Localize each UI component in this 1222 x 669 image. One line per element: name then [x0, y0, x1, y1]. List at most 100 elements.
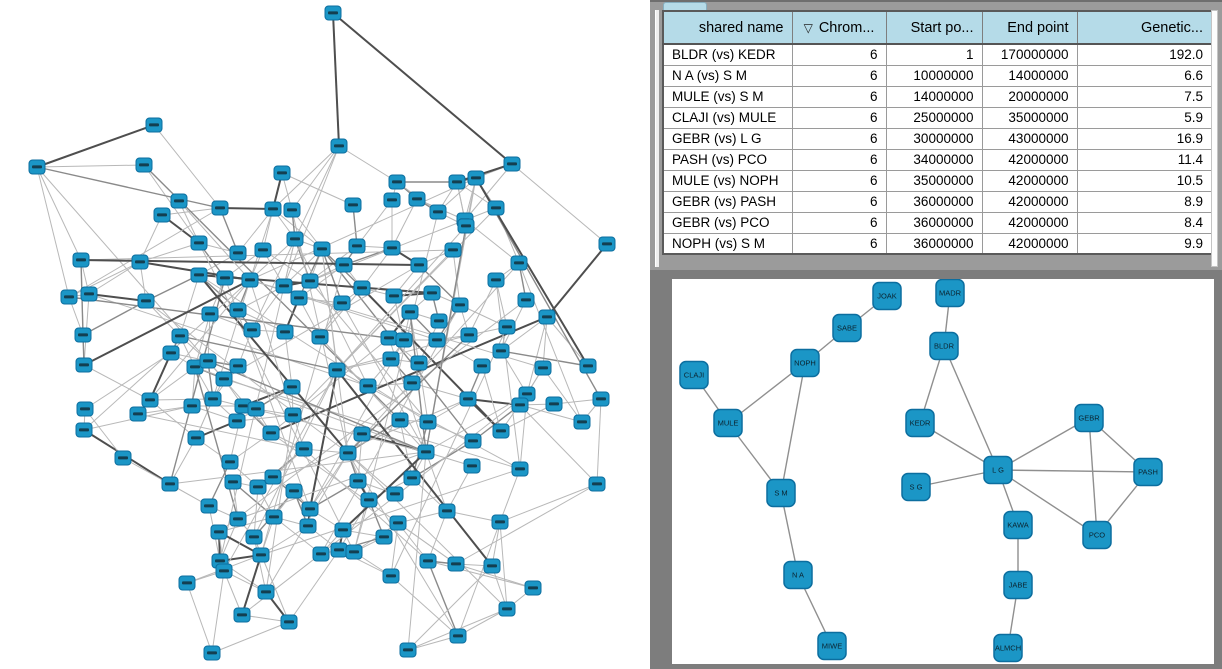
network-edge[interactable] — [223, 264, 420, 380]
network-node[interactable] — [386, 486, 404, 502]
table-scrollbar[interactable] — [1211, 10, 1218, 267]
network-node[interactable] — [210, 524, 228, 540]
table-row[interactable]: MULE (vs) S M 6 14000000 20000000 7.5 — [662, 85, 1213, 108]
cell-genetic[interactable]: 7.5 — [1076, 85, 1213, 108]
cell-chrom[interactable]: 6 — [791, 64, 887, 87]
network-node[interactable] — [265, 509, 283, 525]
network-node[interactable] — [295, 441, 313, 457]
network-edge[interactable] — [198, 274, 349, 454]
network-edge[interactable] — [272, 145, 340, 210]
network-node[interactable] — [448, 174, 466, 190]
network-node[interactable] — [283, 202, 301, 218]
cell-chrom[interactable]: 6 — [791, 148, 887, 171]
node-s-m[interactable]: S M — [766, 478, 796, 508]
network-node[interactable] — [276, 324, 294, 340]
table-row[interactable]: BLDR (vs) KEDR 6 1 170000000 192.0 — [662, 43, 1213, 66]
cell-genetic[interactable]: 8.4 — [1076, 211, 1213, 234]
network-node[interactable] — [353, 426, 371, 442]
network-node[interactable] — [487, 200, 505, 216]
network-edge[interactable] — [347, 452, 508, 610]
network-edge[interactable] — [83, 279, 251, 366]
table-row[interactable]: GEBR (vs) PCO 6 36000000 42000000 8.4 — [662, 211, 1213, 234]
cell-shared-name[interactable]: MULE (vs) S M — [662, 85, 793, 108]
network-node[interactable] — [375, 529, 393, 545]
cell-genetic[interactable]: 6.6 — [1076, 64, 1213, 87]
network-node[interactable] — [510, 255, 528, 271]
network-edge[interactable] — [265, 414, 294, 593]
network-edge[interactable] — [139, 242, 200, 263]
node-mule[interactable]: MULE — [713, 408, 743, 438]
network-edge[interactable] — [273, 516, 322, 555]
network-edge[interactable] — [198, 274, 429, 423]
cell-shared-name[interactable]: MULE (vs) NOPH — [662, 169, 793, 192]
cell-end-point[interactable]: 42000000 — [981, 169, 1078, 192]
network-edge[interactable] — [218, 516, 275, 533]
network-node[interactable] — [491, 514, 509, 530]
network-node[interactable] — [573, 414, 591, 430]
network-node[interactable] — [72, 252, 90, 268]
network-node[interactable] — [348, 238, 366, 254]
network-edge[interactable] — [338, 145, 398, 183]
network-edge[interactable] — [542, 316, 548, 369]
network-edge[interactable] — [511, 163, 608, 245]
network-node[interactable] — [145, 117, 163, 133]
network-edge[interactable] — [249, 177, 477, 281]
node-jabe[interactable]: JABE — [1003, 570, 1033, 600]
network-edge[interactable] — [500, 350, 589, 367]
network-node[interactable] — [290, 290, 308, 306]
network-node[interactable] — [28, 159, 46, 175]
network-edge[interactable] — [347, 262, 520, 454]
network-node[interactable] — [74, 327, 92, 343]
cell-start-po[interactable]: 36000000 — [885, 211, 983, 234]
network-edge[interactable] — [468, 279, 497, 336]
network-node[interactable] — [579, 358, 597, 374]
network-edge[interactable] — [237, 451, 427, 520]
cell-chrom[interactable]: 6 — [791, 169, 887, 192]
network-node[interactable] — [183, 398, 201, 414]
cell-genetic[interactable]: 10.5 — [1076, 169, 1213, 192]
network-edge[interactable] — [390, 522, 399, 577]
network-edge[interactable] — [542, 367, 583, 423]
network-node[interactable] — [221, 454, 239, 470]
network-edge[interactable] — [36, 166, 82, 261]
network-edge[interactable] — [260, 468, 521, 556]
cell-chrom[interactable]: 6 — [791, 43, 887, 66]
cell-shared-name[interactable]: N A (vs) S M — [662, 64, 793, 87]
network-edge[interactable] — [198, 242, 344, 531]
network-node[interactable] — [389, 515, 407, 531]
network-edge[interactable] — [153, 124, 221, 209]
cell-genetic[interactable]: 192.0 — [1076, 43, 1213, 66]
table-row[interactable]: N A (vs) S M 6 10000000 14000000 6.6 — [662, 64, 1213, 87]
network-node[interactable] — [545, 396, 563, 412]
network-edge[interactable] — [292, 369, 338, 416]
network-node[interactable] — [353, 280, 371, 296]
network-edge[interactable] — [169, 437, 197, 485]
network-node[interactable] — [382, 568, 400, 584]
network-node[interactable] — [380, 330, 398, 346]
network-edge[interactable] — [427, 510, 448, 562]
network-node[interactable] — [200, 498, 218, 514]
network-edge[interactable] — [407, 451, 427, 651]
network-node[interactable] — [385, 288, 403, 304]
network-edge[interactable] — [145, 300, 349, 454]
network-node[interactable] — [419, 414, 437, 430]
cell-genetic[interactable]: 11.4 — [1076, 148, 1213, 171]
network-node[interactable] — [264, 469, 282, 485]
network-node[interactable] — [333, 295, 351, 311]
network-edge[interactable] — [291, 145, 340, 211]
network-node[interactable] — [592, 391, 610, 407]
cell-genetic[interactable]: 5.9 — [1076, 106, 1213, 129]
cell-chrom[interactable]: 6 — [791, 85, 887, 108]
network-node[interactable] — [423, 285, 441, 301]
cell-chrom[interactable]: 6 — [791, 211, 887, 234]
network-node[interactable] — [228, 413, 246, 429]
network-node[interactable] — [444, 242, 462, 258]
network-node[interactable] — [80, 286, 98, 302]
cell-end-point[interactable]: 35000000 — [981, 106, 1078, 129]
cell-start-po[interactable]: 14000000 — [885, 85, 983, 108]
cell-start-po[interactable]: 34000000 — [885, 148, 983, 171]
cell-genetic[interactable]: 8.9 — [1076, 190, 1213, 213]
node-kawa[interactable]: KAWA — [1003, 510, 1033, 540]
network-node[interactable] — [538, 309, 556, 325]
network-node[interactable] — [483, 558, 501, 574]
